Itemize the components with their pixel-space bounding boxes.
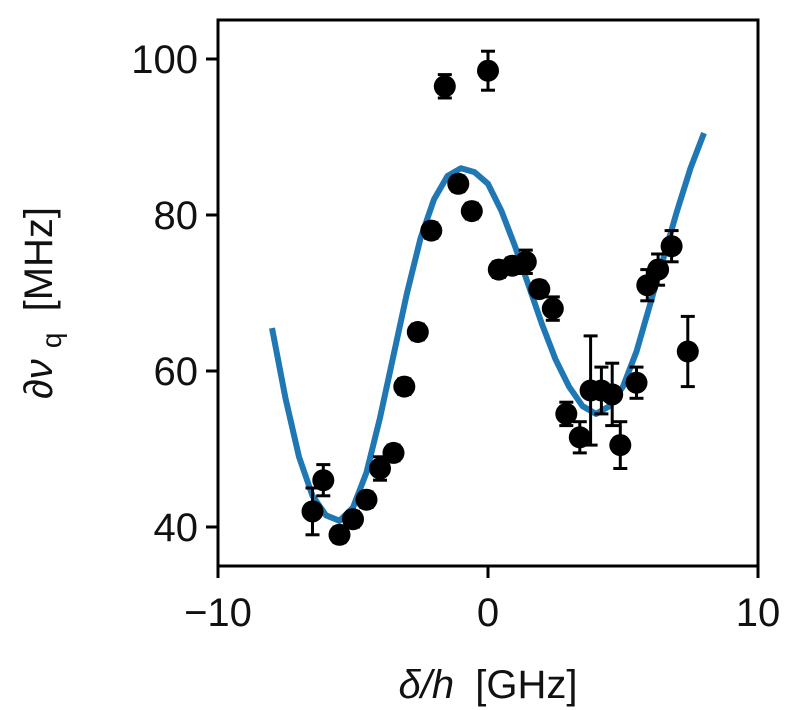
data-point <box>541 295 564 322</box>
point-marker <box>625 371 648 394</box>
point-marker <box>420 219 443 242</box>
data-point <box>625 365 648 400</box>
data-point <box>406 321 429 343</box>
data-point <box>342 508 364 531</box>
data-point <box>636 268 659 303</box>
y-axis-label-sub: q <box>36 333 67 349</box>
y-tick-label: 100 <box>131 38 198 82</box>
point-marker <box>676 340 699 363</box>
data-point <box>477 49 499 92</box>
point-marker <box>433 75 456 98</box>
y-tick-label: 60 <box>154 350 199 394</box>
point-marker <box>568 426 591 449</box>
ticks-layer: −10 0 10 40 60 80 100 <box>131 38 780 635</box>
point-marker <box>369 457 391 480</box>
x-tick-label: −10 <box>184 591 252 635</box>
plot-frame <box>216 18 760 568</box>
fit-layer <box>269 132 707 524</box>
point-marker <box>301 500 324 523</box>
data-point <box>393 375 416 398</box>
y-axis-label: ∂ν q [MHz] <box>17 207 70 399</box>
point-marker <box>382 441 405 464</box>
data-point <box>420 219 443 242</box>
x-axis-label: δ/h [GHz] <box>399 663 578 707</box>
point-marker <box>601 383 624 406</box>
data-point <box>647 252 670 287</box>
data-point <box>555 400 578 428</box>
point-marker <box>342 508 364 531</box>
y-tick-label: 40 <box>154 506 199 550</box>
data-point <box>447 172 470 195</box>
x-axis-label-main: δ/h <box>399 663 455 707</box>
point-marker <box>447 172 470 195</box>
point-marker <box>555 402 578 425</box>
data-point <box>355 488 378 511</box>
point-marker <box>406 321 429 343</box>
x-axis-label-unit: [GHz] <box>475 663 577 707</box>
data-point <box>568 420 591 455</box>
point-marker <box>477 59 499 82</box>
data-point <box>514 248 537 275</box>
point-marker <box>647 258 670 281</box>
y-axis-label-unit: [MHz] <box>17 207 61 311</box>
data-point <box>382 441 405 464</box>
point-marker <box>328 523 351 546</box>
point-marker <box>541 297 564 320</box>
data-point <box>460 200 483 223</box>
data-point <box>601 361 624 428</box>
point-marker <box>393 375 416 398</box>
y-axis-label-main: ∂ν <box>17 359 61 399</box>
point-marker <box>660 235 683 258</box>
fit-curve <box>269 132 707 524</box>
point-marker <box>609 434 632 457</box>
data-point <box>301 486 324 537</box>
data-point <box>676 314 699 389</box>
data-point <box>312 463 335 498</box>
points-layer <box>301 49 699 546</box>
data-point <box>660 229 683 264</box>
point-marker <box>355 488 378 511</box>
x-tick-label: 10 <box>736 591 781 635</box>
y-tick-label: 80 <box>154 194 199 238</box>
data-point <box>528 278 551 301</box>
point-marker <box>460 200 483 223</box>
x-tick-label: 0 <box>477 591 499 635</box>
data-point <box>609 420 632 470</box>
point-marker <box>528 278 551 301</box>
point-marker <box>636 274 659 297</box>
data-point <box>328 523 351 546</box>
point-marker <box>514 250 537 273</box>
data-point <box>433 73 456 100</box>
point-marker <box>312 469 335 492</box>
